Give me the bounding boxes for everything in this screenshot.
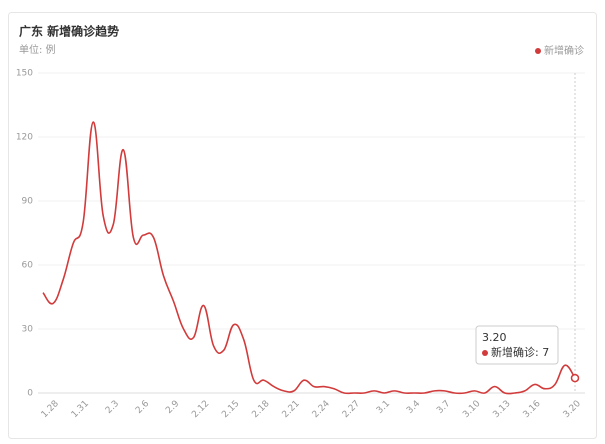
tooltip-box	[475, 325, 559, 365]
legend-label: 新增确诊	[544, 44, 584, 57]
tooltip-series: 新增确诊	[491, 345, 535, 359]
y-tick-label: 30	[22, 325, 34, 335]
tooltip-number: 7	[542, 346, 549, 359]
y-tick-label: 120	[16, 133, 33, 143]
legend: 新增确诊	[535, 44, 584, 57]
y-tick-label: 0	[27, 389, 33, 399]
legend-marker	[535, 48, 541, 54]
y-tick-label: 90	[22, 197, 34, 207]
chart-title: 广东 新增确诊趋势	[19, 24, 119, 39]
tooltip-value: 新增确诊: 7	[491, 345, 549, 359]
y-tick-label: 150	[16, 69, 33, 79]
y-tick-label: 60	[22, 261, 34, 271]
tooltip-title: 3.20	[482, 331, 507, 344]
card	[8, 12, 597, 439]
point	[570, 373, 580, 383]
tooltip-marker	[482, 350, 488, 356]
chart-subtitle: 单位: 例	[19, 43, 56, 56]
line	[42, 121, 576, 395]
